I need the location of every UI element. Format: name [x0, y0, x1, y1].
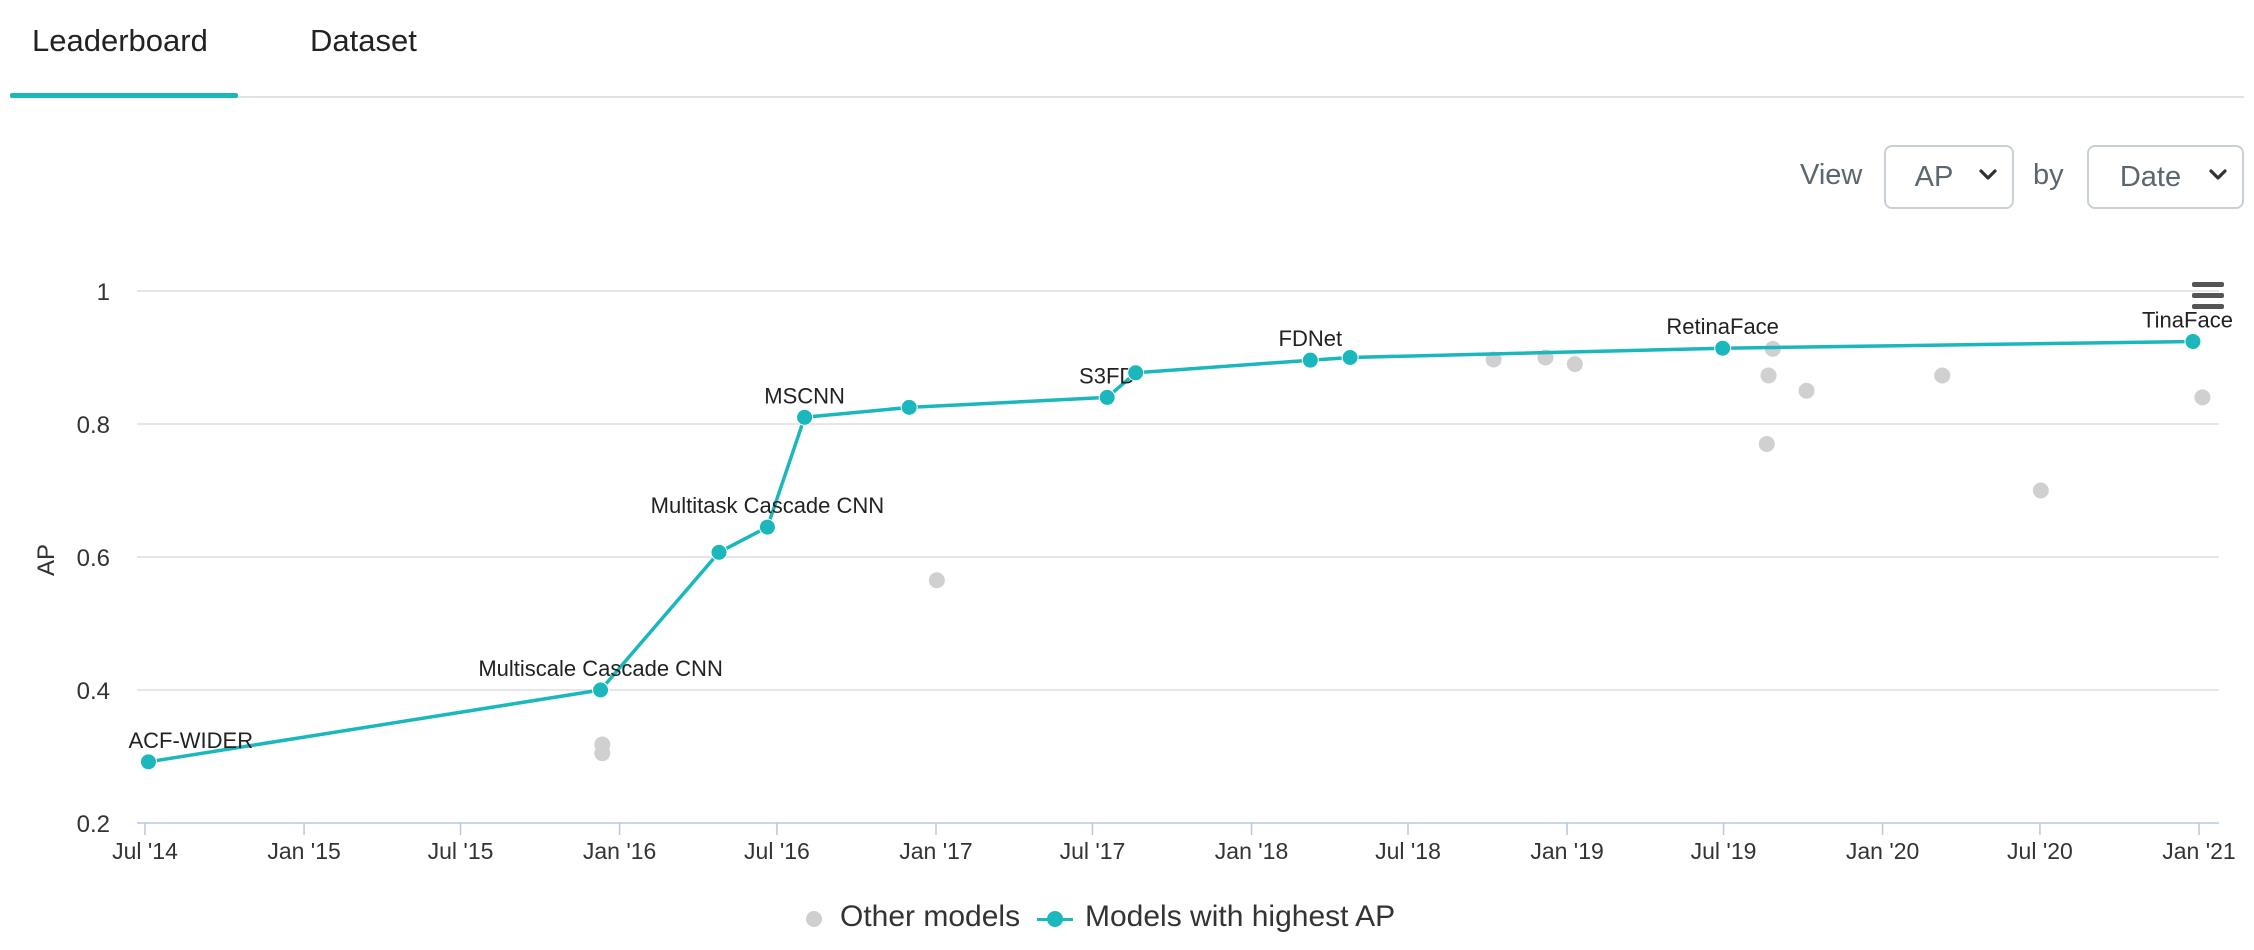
- best-models-line: [148, 339, 2193, 764]
- other-model-point: [594, 745, 611, 762]
- active-tab-indicator: [10, 93, 238, 98]
- x-tick-label: Jul '18: [1375, 838, 1441, 864]
- best-model-point: [1341, 349, 1359, 366]
- x-tick-label: Jan '17: [899, 838, 972, 864]
- x-tick-label: Jan '16: [583, 838, 656, 864]
- data-label: Multitask Cascade CNN: [651, 493, 885, 518]
- best-model-point: [1301, 351, 1319, 369]
- x-tick-label: Jan '21: [2162, 838, 2235, 864]
- other-model-point: [928, 572, 945, 589]
- x-tick-label: Jul '16: [744, 838, 810, 864]
- metric-select[interactable]: AP: [1884, 145, 2014, 209]
- legend-item-best-models[interactable]: Models with highest AP: [1037, 900, 1396, 934]
- y-tick-label: 0.6: [77, 545, 110, 572]
- best-model-point: [758, 518, 776, 536]
- by-select[interactable]: Date: [2087, 145, 2244, 209]
- other-model-point: [1758, 435, 1775, 452]
- legend-marker-best: [1047, 911, 1063, 927]
- chart-controls: View AP by Date: [0, 145, 2254, 211]
- x-tick-label: Jul '14: [112, 838, 178, 864]
- legend-item-other-models[interactable]: Other models: [806, 900, 1021, 934]
- best-model-point: [1714, 339, 1732, 357]
- best-model-point: [1127, 364, 1145, 382]
- best-model-point: [710, 543, 728, 561]
- y-tick-label: 0.2: [77, 811, 110, 838]
- x-tick-label: Jul '17: [1060, 838, 1126, 864]
- x-tick-label: Jul '19: [1691, 838, 1757, 864]
- ap-by-date-chart: 0.2 0.4 0.6 0.8 1 AP Jul '14 Jan '15 Jul '15 Jan …: [33, 279, 2236, 864]
- y-tick-label: 0.4: [77, 678, 110, 705]
- legend-label-best: Models with highest AP: [1085, 900, 1396, 933]
- data-label: Multiscale Cascade CNN: [478, 656, 723, 681]
- other-model-point: [1934, 367, 1951, 384]
- x-tick-label: Jan '18: [1215, 838, 1288, 864]
- best-model-point: [2184, 333, 2202, 351]
- x-tick-label: Jul '20: [2007, 838, 2073, 864]
- other-model-point: [1566, 356, 1583, 373]
- other-model-point: [2032, 482, 2049, 499]
- x-tick-label: Jan '20: [1846, 838, 1919, 864]
- best-model-point: [139, 753, 157, 771]
- legend-marker-other: [806, 911, 822, 927]
- x-tick-label: Jul '15: [428, 838, 494, 864]
- data-label: RetinaFace: [1666, 314, 1779, 339]
- by-select-value: Date: [2119, 161, 2182, 193]
- other-model-point: [1798, 382, 1815, 399]
- hamburger-menu-icon[interactable]: [2192, 282, 2224, 310]
- metric-select-value: AP: [1914, 161, 1954, 193]
- best-model-point: [592, 681, 610, 699]
- legend-label-other: Other models: [840, 900, 1021, 933]
- chart-legend: Other models Models with highest AP: [0, 900, 2254, 940]
- tab-bar: Leaderboard Dataset: [0, 0, 2254, 98]
- tab-bar-divider: [10, 96, 2244, 98]
- other-model-point: [1760, 367, 1777, 384]
- best-model-point: [796, 408, 814, 426]
- y-tick-label: 1: [97, 279, 110, 306]
- by-label: by: [2033, 159, 2064, 191]
- best-model-point: [1098, 388, 1116, 406]
- x-tick-label: Jan '15: [267, 838, 340, 864]
- tab-dataset[interactable]: Dataset: [310, 23, 417, 58]
- other-model-point: [2194, 389, 2211, 406]
- tab-leaderboard[interactable]: Leaderboard: [32, 23, 208, 58]
- view-label: View: [1800, 159, 1863, 191]
- best-model-point: [900, 398, 918, 416]
- data-label: S3FD: [1079, 363, 1135, 388]
- data-label: ACF-WIDER: [128, 728, 253, 753]
- y-tick-label: 0.8: [77, 412, 110, 439]
- data-label: FDNet: [1279, 326, 1343, 351]
- y-axis-title: AP: [33, 544, 60, 576]
- data-label: TinaFace: [2142, 308, 2233, 333]
- chevron-down-icon: [2209, 169, 2227, 180]
- x-tick-label: Jan '19: [1530, 838, 1603, 864]
- data-label: MSCNN: [764, 383, 845, 408]
- chevron-down-icon: [1979, 169, 1997, 180]
